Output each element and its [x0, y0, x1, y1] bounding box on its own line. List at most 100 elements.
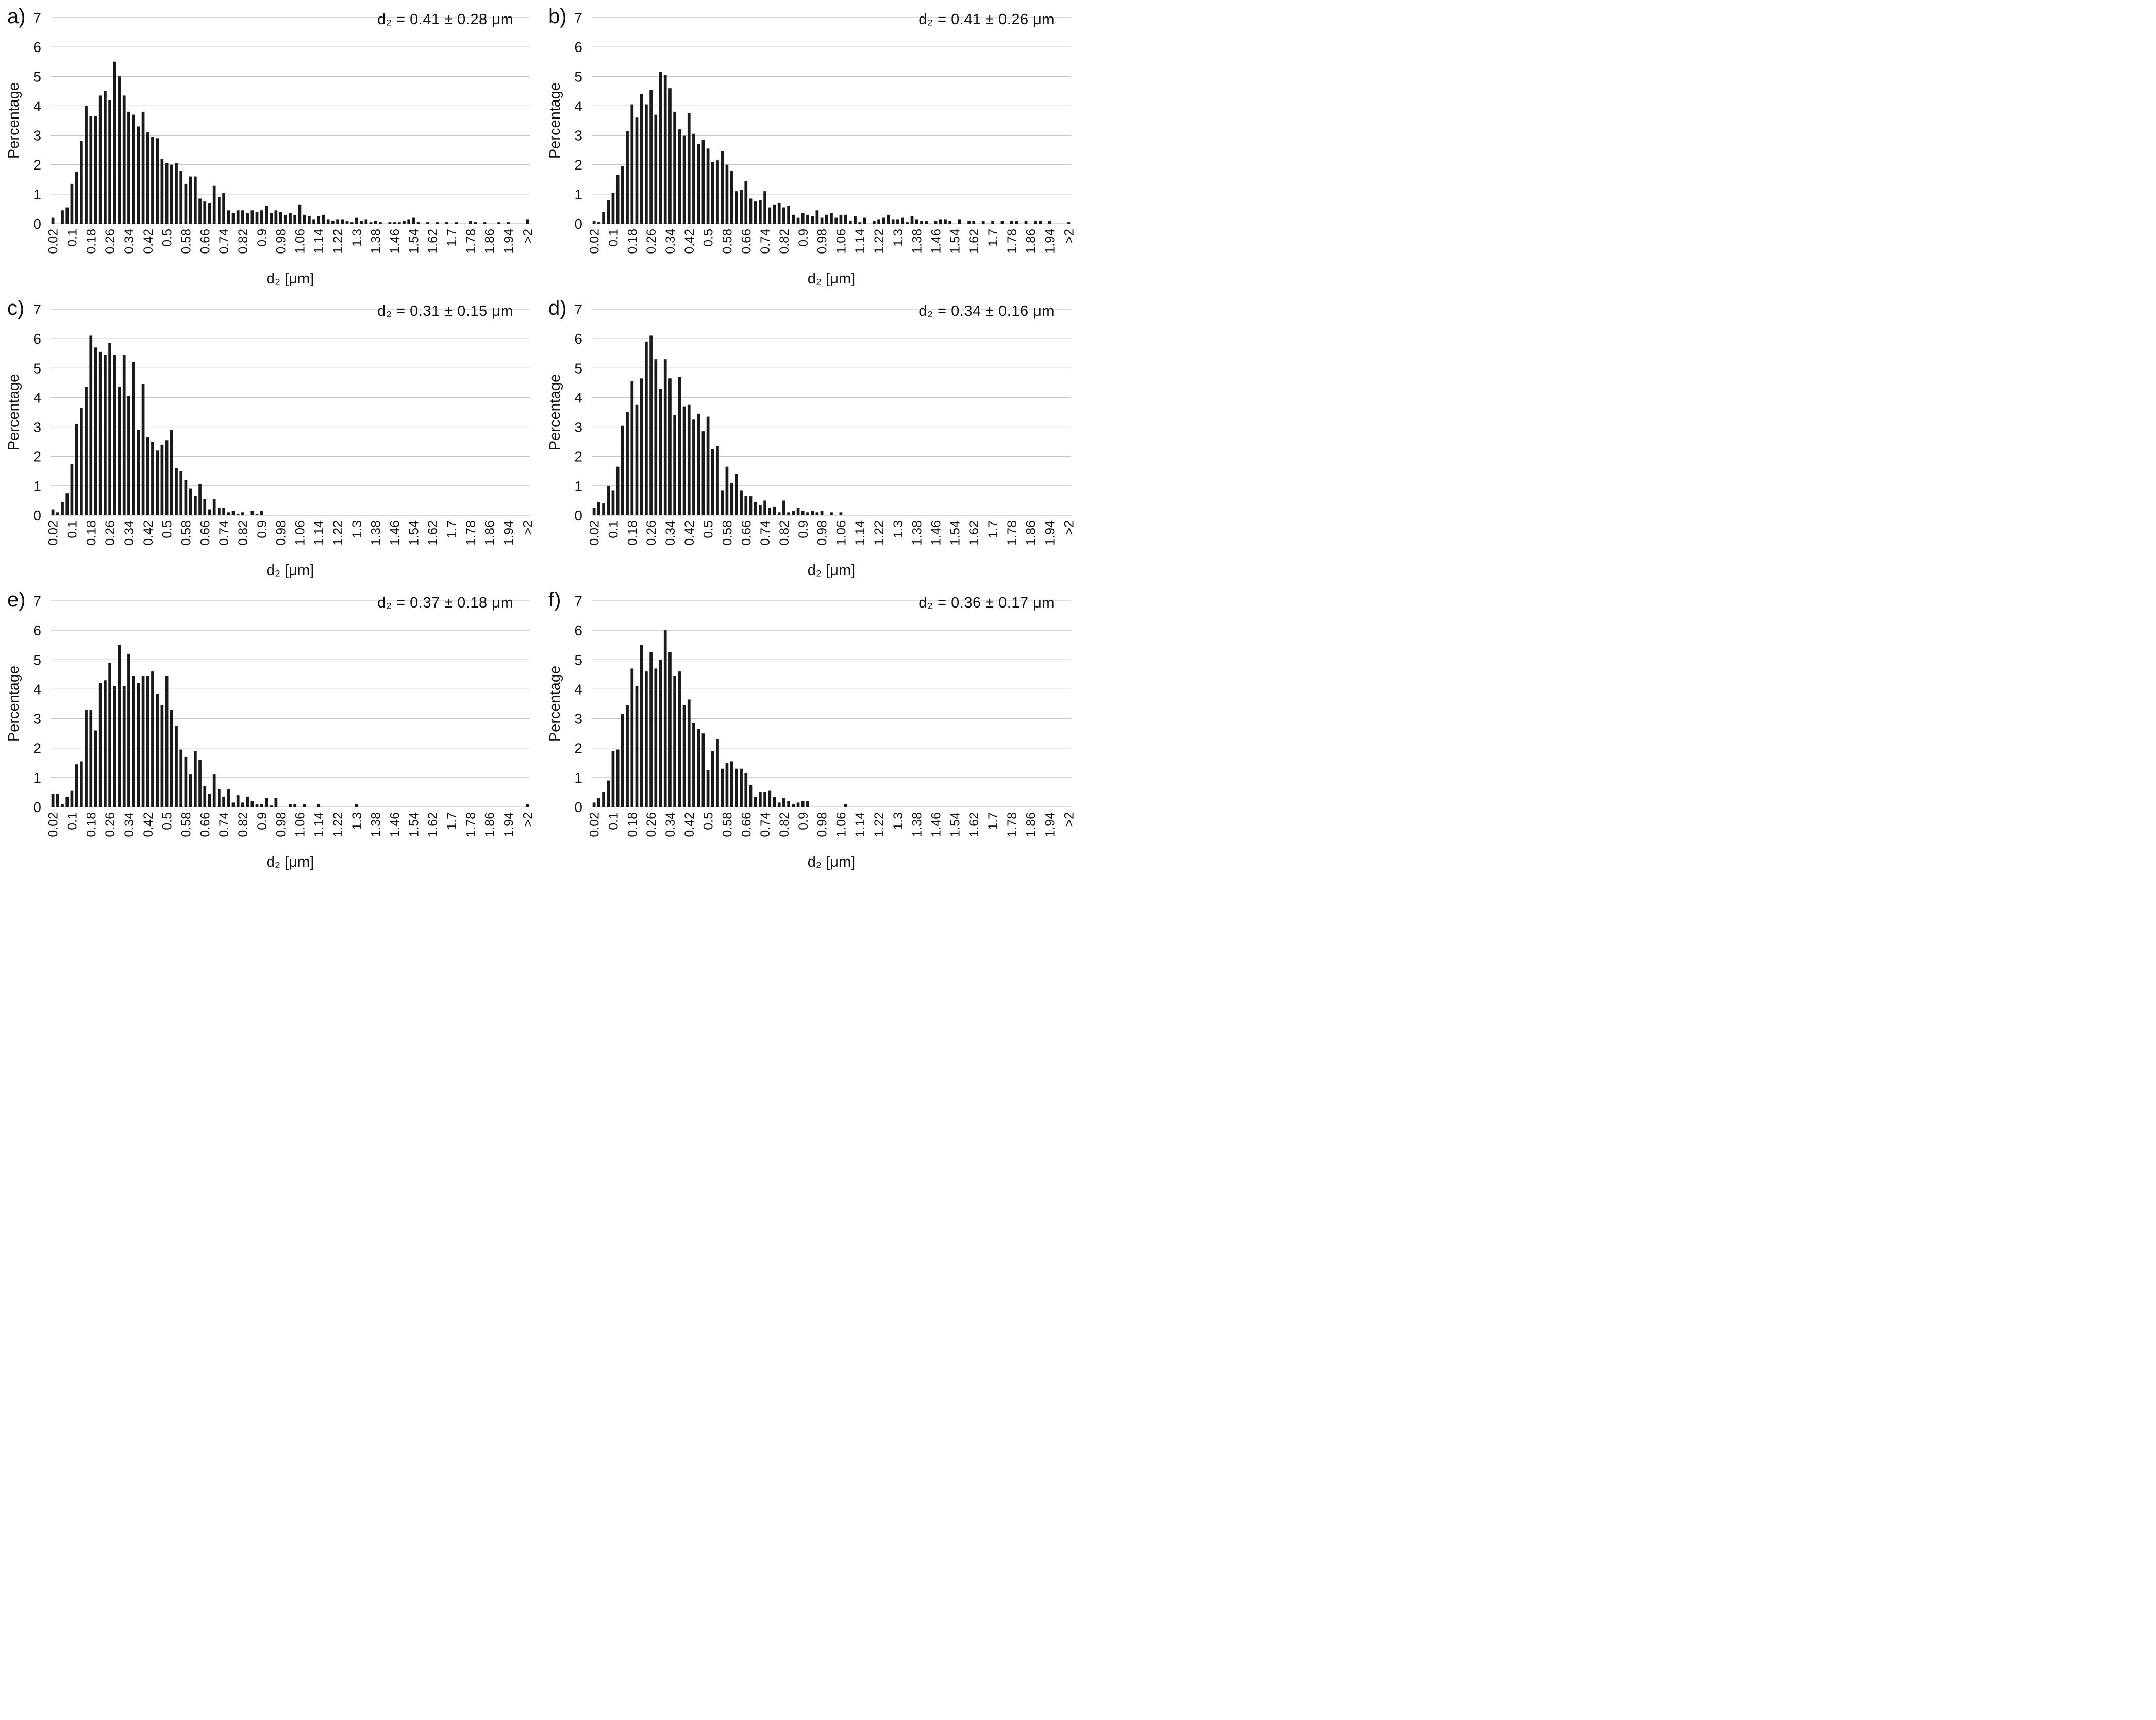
x-tick-label: 0.1 [606, 520, 621, 538]
x-tick-label: 0.82 [777, 812, 792, 837]
x-tick-label: 1.62 [967, 812, 981, 837]
bar [891, 219, 895, 224]
bar [645, 341, 648, 515]
bar [526, 804, 529, 807]
bar [687, 699, 691, 807]
bar [127, 653, 130, 807]
bar [787, 801, 790, 807]
bar [858, 222, 862, 224]
bar [175, 726, 178, 807]
bar [113, 61, 116, 224]
x-tick-label: 0.18 [625, 812, 640, 837]
bar [654, 668, 658, 807]
bar [379, 222, 382, 224]
panel-b: b) 0 1 2 3 4 5 6 7 0.02 0.1 0.18 0.26 0.34 0.42 0.5 0.5… [544, 3, 1081, 291]
bar [80, 761, 83, 807]
bar [98, 351, 102, 515]
bar [678, 129, 681, 224]
histogram-c: 0 1 2 3 4 5 6 7 0.02 0.1 0.18 0.26 0.34 0.42 0.5 0.58 0.… [6, 301, 535, 579]
bar [104, 91, 107, 224]
bar [597, 222, 600, 224]
y-tick-label: 0 [33, 216, 41, 232]
y-tick-label: 2 [574, 157, 582, 173]
mean-diameter-annotation-e: d₂ = 0.37 ± 0.18 μm [377, 595, 513, 611]
bar [706, 148, 710, 224]
x-tick-label: 1.38 [910, 812, 925, 837]
bar [170, 710, 173, 807]
bar [777, 512, 781, 515]
bar [725, 763, 729, 807]
mean-diameter-annotation-a: d₂ = 0.41 ± 0.28 μm [377, 11, 513, 28]
bar [687, 113, 691, 224]
bar [151, 671, 154, 807]
bar [122, 355, 126, 515]
bar [730, 483, 733, 515]
bar [218, 789, 221, 807]
bar [137, 430, 140, 515]
x-tick-label: 1.06 [834, 812, 848, 837]
bar [721, 768, 724, 807]
bar [759, 792, 762, 807]
x-tick-label: 1.86 [1024, 812, 1039, 837]
bar [474, 222, 477, 224]
y-tick-label: 2 [33, 157, 41, 173]
x-tick-label: 1.22 [331, 229, 345, 254]
y-tick-label: 7 [33, 10, 41, 26]
bar [65, 797, 69, 807]
bar [673, 111, 676, 224]
x-tick-label: 0.18 [84, 229, 98, 254]
x-tick-label: 0.98 [815, 229, 830, 254]
bar [768, 790, 772, 807]
x-tick-label: 0.42 [141, 520, 156, 546]
x-tick-label: 1.46 [388, 520, 403, 546]
bar [170, 430, 173, 515]
x-tick-label: 1.14 [312, 229, 326, 254]
bar [236, 795, 240, 807]
x-tick-label: 1.06 [293, 520, 307, 546]
bar [815, 512, 819, 515]
y-tick-label: 5 [574, 360, 582, 376]
x-tick-label: 1.06 [834, 229, 848, 254]
bar [426, 222, 429, 224]
bar [241, 512, 244, 515]
x-tick-label: 0.5 [701, 520, 716, 538]
bar [616, 466, 620, 515]
bar [759, 200, 762, 224]
x-tick-label: 1.78 [1005, 520, 1019, 546]
bar [645, 671, 648, 807]
bar [80, 141, 83, 224]
x-tick-label: 0.58 [720, 520, 734, 546]
bar [65, 493, 69, 515]
bar [592, 508, 596, 515]
x-tick-label: 0.74 [217, 812, 231, 837]
x-tick-label: 0.82 [236, 520, 250, 546]
bar [222, 193, 225, 224]
bar [777, 802, 781, 807]
bar [208, 203, 211, 224]
x-tick-label: 1.62 [426, 812, 440, 837]
bar [659, 389, 662, 515]
bar [246, 213, 249, 224]
bar [241, 802, 244, 807]
x-tick-label: 1.3 [350, 812, 364, 830]
bar [303, 804, 306, 807]
bar [179, 749, 183, 807]
bar [104, 680, 107, 807]
x-tick-label: 0.26 [103, 520, 118, 546]
bar [602, 792, 605, 807]
x-tick-label: 1.46 [929, 812, 944, 837]
y-tick-label: 4 [33, 681, 41, 697]
bar [94, 347, 97, 515]
bar [85, 387, 88, 515]
bar [744, 181, 748, 224]
bar [1024, 221, 1028, 224]
bar [711, 751, 714, 807]
bar [711, 449, 714, 515]
x-tick-label: 0.66 [198, 229, 212, 254]
bar [734, 474, 738, 515]
x-tick-label: 1.94 [1043, 229, 1058, 254]
bar [403, 221, 406, 224]
x-tick-label: 0.82 [777, 520, 792, 546]
x-tick-label: 0.34 [122, 520, 137, 546]
bar [649, 652, 653, 807]
